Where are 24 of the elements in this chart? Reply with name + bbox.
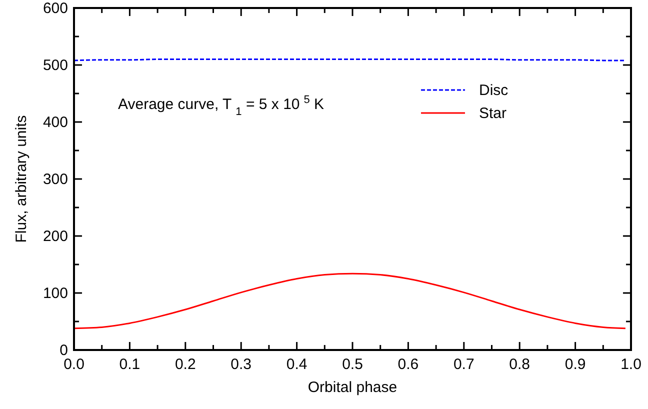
x-tick-label: 0.6 [398,356,419,373]
x-tick-label: 0.8 [509,356,530,373]
y-tick-label: 200 [42,228,68,245]
x-tick-label: 0.1 [119,356,140,373]
line-series [73,272,626,330]
x-tick-label: 0.9 [564,356,586,373]
y-axis-title: Flux, arbitrary units [13,115,30,243]
x-axis-title: Orbital phase [308,379,398,396]
x-tick-label: 0.3 [230,356,252,373]
y-tick-label: 100 [42,285,68,302]
x-tick-label: 0.4 [286,356,308,373]
x-tick-label: 1.0 [620,356,642,373]
y-tick-label: 500 [42,57,68,74]
legend-label: Star [479,105,507,122]
y-tick-label: 0 [60,342,68,359]
x-tick-label: 0.0 [64,356,84,373]
x-tick-label: 0.2 [174,356,196,373]
y-tick-label: 300 [42,171,68,188]
legend-label: Disc [479,82,509,99]
y-tick-label: 600 [42,0,68,17]
x-tick-label: 0.5 [342,356,363,373]
y-tick-label: 400 [42,114,68,131]
annotation: Average curve, T$_{1}$ = 5 x 10$^{5}$ K [118,94,324,118]
x-tick-label: 0.7 [453,356,474,373]
